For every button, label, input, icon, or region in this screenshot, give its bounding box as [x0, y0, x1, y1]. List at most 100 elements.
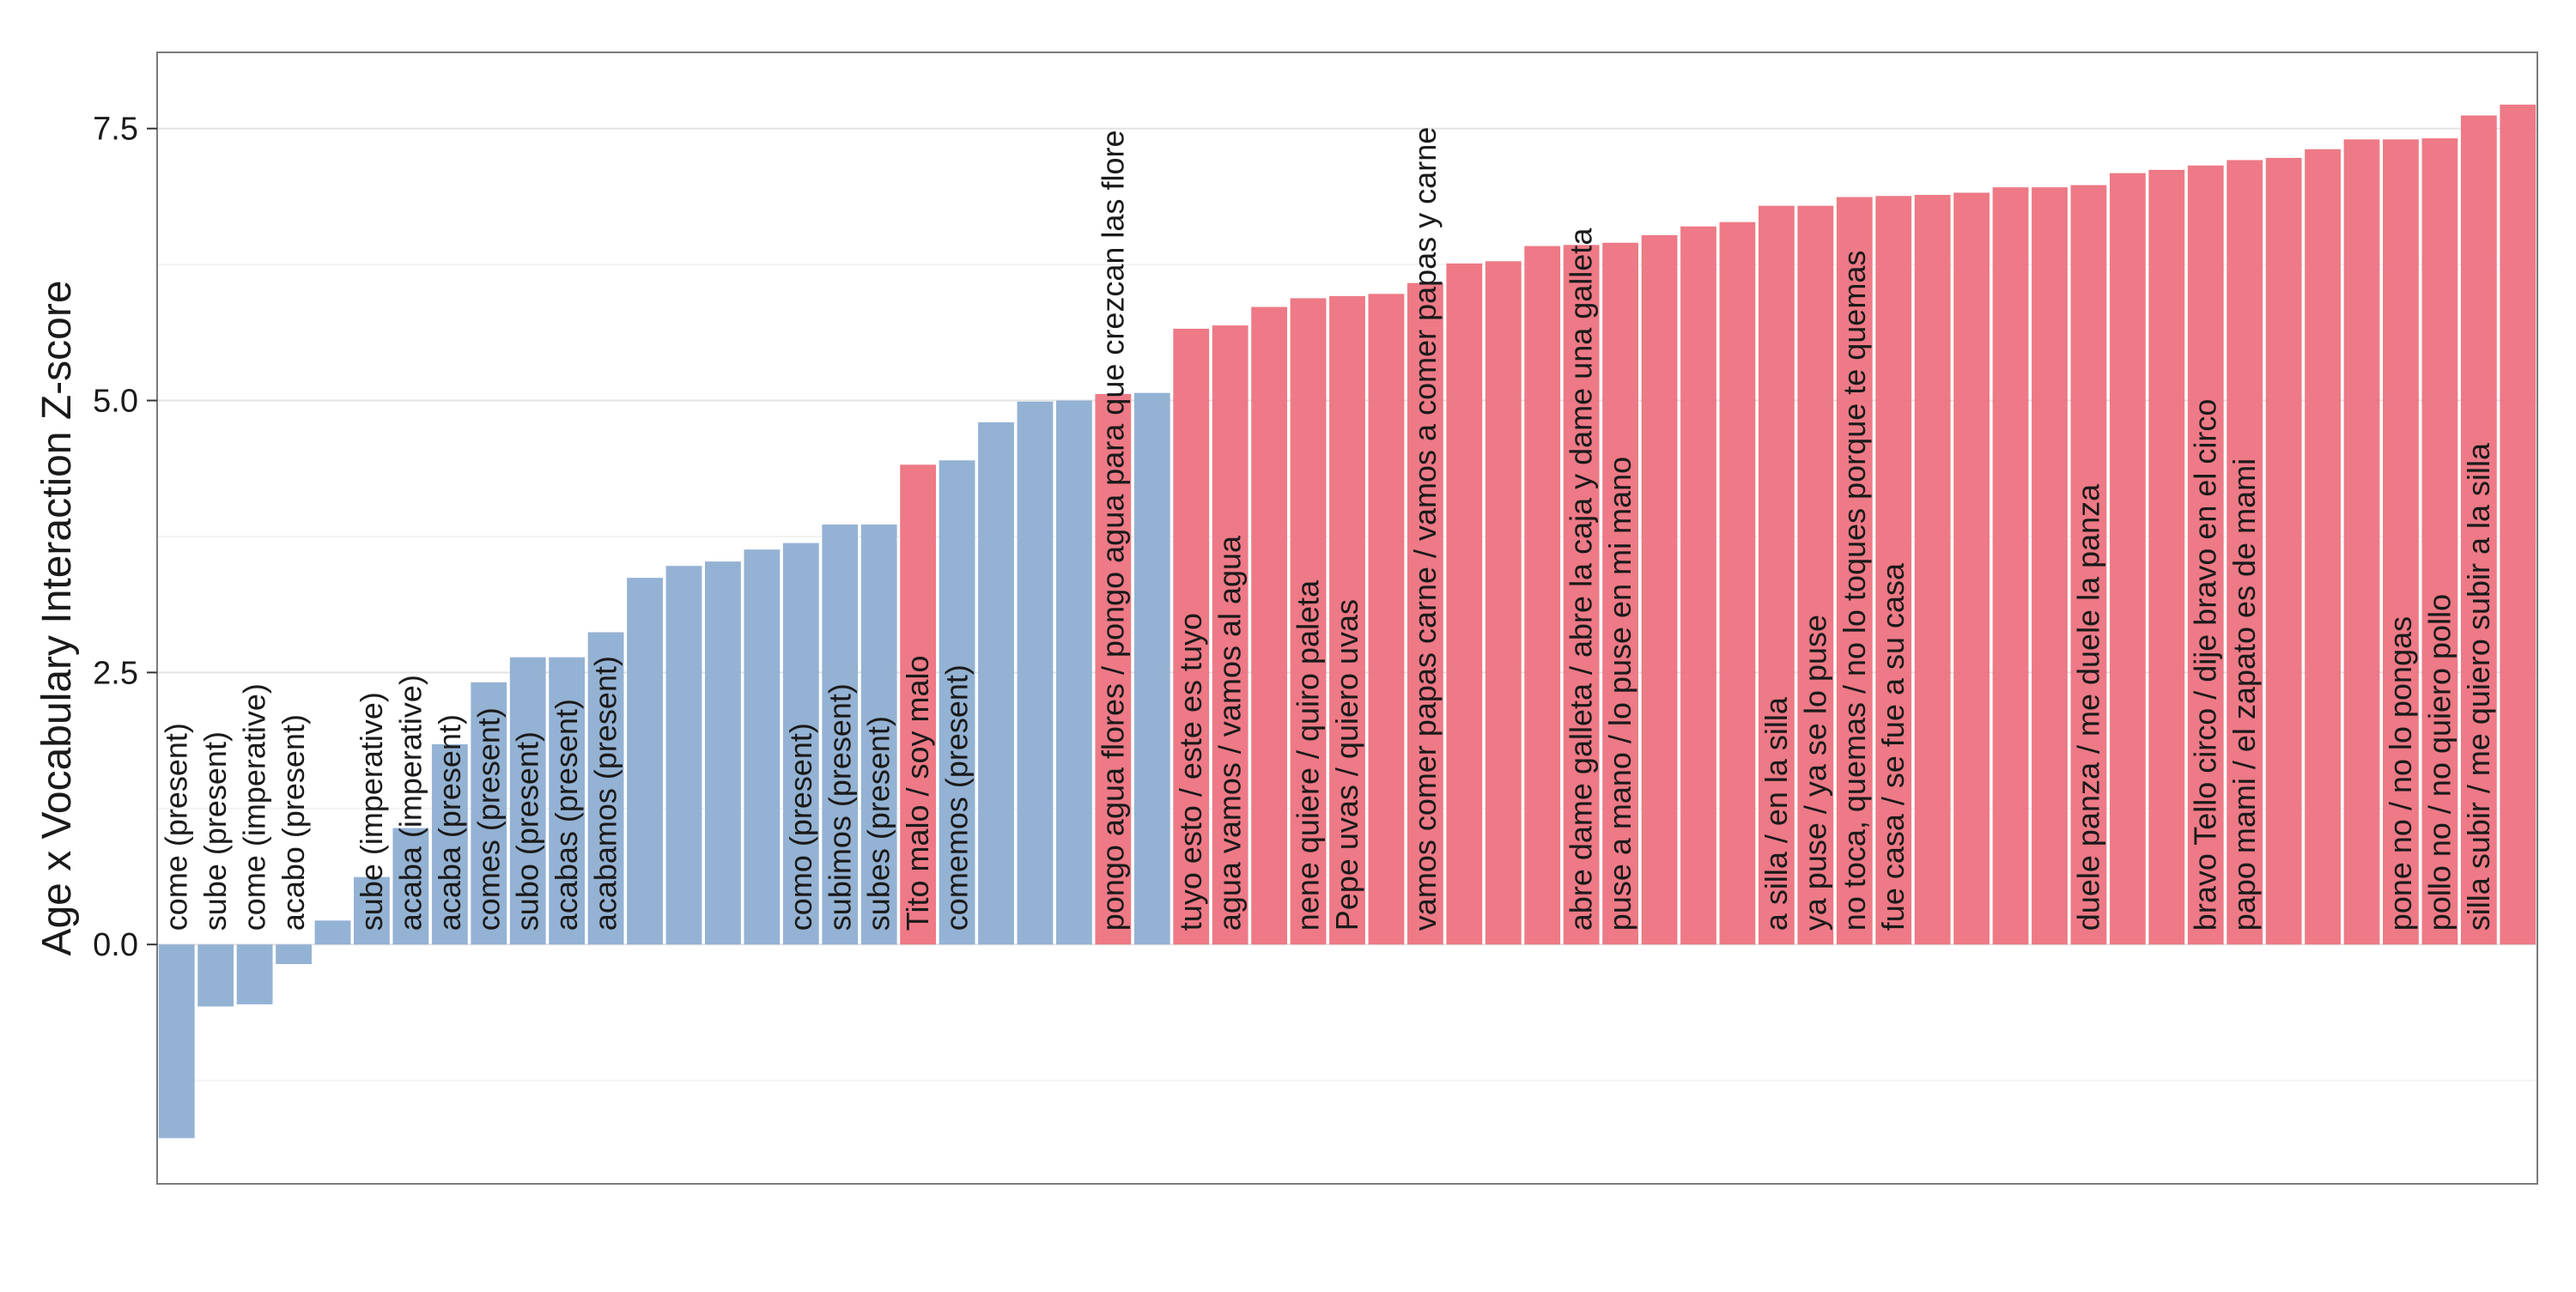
- bar: [822, 525, 859, 945]
- bar: [1602, 242, 1638, 945]
- bar-labels: come (present) sube (present) come (impera…: [159, 127, 2496, 931]
- bar: [1173, 328, 1210, 945]
- bar-label: pongo agua flores / pongo agua para que …: [1095, 130, 1130, 931]
- bar: [2460, 115, 2497, 945]
- bar: [1212, 325, 1249, 945]
- bar-label: sube (imperative): [354, 692, 389, 931]
- bar-label: acaba (present): [432, 714, 467, 931]
- bar: [1056, 400, 1092, 945]
- bar-label: no toca, quemas / no lo toques porque te…: [1837, 251, 1872, 931]
- bar-label: vamos comer papas carne / vamos a comer …: [1407, 127, 1443, 931]
- y-tick-label: 5.0: [93, 384, 138, 420]
- bar-label: pone no / no lo pongas: [2383, 616, 2418, 931]
- bar: [1290, 298, 1327, 945]
- bar: [2070, 185, 2107, 945]
- bar-label: subimos (present): [822, 683, 857, 931]
- bar: [1406, 282, 1443, 945]
- bar: [236, 944, 273, 1004]
- bar: [1797, 205, 1834, 945]
- bar-label: duele panza / me duele la panza: [2070, 483, 2105, 931]
- bar-label: acabamos (present): [588, 656, 623, 931]
- y-tick-label: 2.5: [93, 655, 138, 691]
- bar-label: bravo Tello circo / dije bravo en el cir…: [2188, 399, 2223, 931]
- bar: [197, 944, 234, 1007]
- bar-label: papo mami / el zapato es de mami: [2227, 458, 2262, 931]
- y-axis: 0.0 2.5 5.0 7.5: [93, 112, 157, 963]
- bar: [549, 657, 586, 945]
- bar-label: subes (present): [861, 716, 896, 931]
- bar-label: comemos (present): [939, 664, 975, 931]
- bar: [1133, 392, 1170, 945]
- bar: [860, 525, 897, 945]
- bar-label: puse a mano / lo puse en mi mano: [1602, 457, 1637, 931]
- bar-label: ya puse / ya se lo puse: [1797, 615, 1832, 931]
- bar: [939, 460, 975, 945]
- bar: [782, 543, 819, 945]
- bar: [2305, 149, 2341, 945]
- bar: [158, 944, 195, 1138]
- bar: [665, 566, 702, 945]
- bar: [1563, 245, 1600, 945]
- bar-label: Pepe uvas / quiero uvas: [1329, 599, 1364, 931]
- bar: [1017, 401, 1054, 945]
- bar: [276, 944, 312, 964]
- bar: [587, 632, 624, 945]
- bar-label: fue casa / se fue a su casa: [1875, 562, 1911, 931]
- bar: [705, 561, 741, 945]
- bar-label: agua vamos / vamos al agua: [1212, 535, 1248, 931]
- bar-label: acaba (imperative): [392, 675, 428, 931]
- bar-label: a silla / en la silla: [1759, 696, 1794, 931]
- bar: [744, 549, 781, 945]
- bar: [509, 657, 546, 945]
- bar: [1095, 393, 1132, 945]
- bar-label: sube (present): [197, 731, 233, 931]
- bar: [1875, 196, 1912, 945]
- bar: [2500, 104, 2537, 945]
- bar: [314, 920, 351, 945]
- bar: [1680, 226, 1716, 945]
- bar: [978, 422, 1014, 945]
- bar: [1758, 205, 1795, 945]
- bars: [158, 104, 2537, 1138]
- bar-label: abre dame galleta / abre la caja y dame …: [1564, 227, 1599, 931]
- bar: [1992, 187, 2029, 945]
- bar: [1914, 195, 1951, 945]
- bar-label: pollo no / no quiero pollo: [2421, 594, 2457, 931]
- bar-label: tuyo esto / este es tuyo: [1173, 613, 1208, 931]
- bar: [2343, 139, 2380, 945]
- bar-label: acabas (present): [549, 699, 584, 931]
- bar: [1953, 192, 1990, 945]
- bar: [354, 876, 390, 945]
- bar: [431, 744, 468, 945]
- bar: [2032, 187, 2068, 945]
- y-tick-label: 0.0: [93, 927, 138, 963]
- bar-label: Tito malo / soy malo: [900, 655, 935, 931]
- bar: [900, 464, 937, 945]
- bar-label: acabo (present): [276, 714, 311, 931]
- bar: [627, 578, 663, 945]
- bar: [2383, 139, 2419, 945]
- plot-border: [156, 52, 2538, 1185]
- bar: [471, 682, 507, 945]
- bar: [1446, 263, 1483, 945]
- bar: [2421, 138, 2458, 945]
- bar: [1251, 306, 1288, 945]
- bar: [2227, 160, 2263, 945]
- bar: [1485, 261, 1522, 945]
- bar-label: como (present): [783, 723, 818, 931]
- bar-label: come (imperative): [237, 683, 272, 931]
- bar: [1329, 295, 1365, 945]
- y-tick-label: 7.5: [93, 112, 138, 148]
- bar: [1368, 294, 1405, 945]
- bar: [1641, 234, 1678, 945]
- bar: [1524, 246, 1561, 945]
- y-axis-title: Age x Vocabulary Interaction Z-score: [34, 280, 80, 955]
- bar: [1836, 197, 1873, 945]
- bar-label: subo (present): [510, 731, 545, 931]
- bar: [1719, 221, 1756, 945]
- bar: [2265, 157, 2302, 945]
- bar-label: comes (present): [471, 707, 506, 931]
- bar: [392, 828, 429, 945]
